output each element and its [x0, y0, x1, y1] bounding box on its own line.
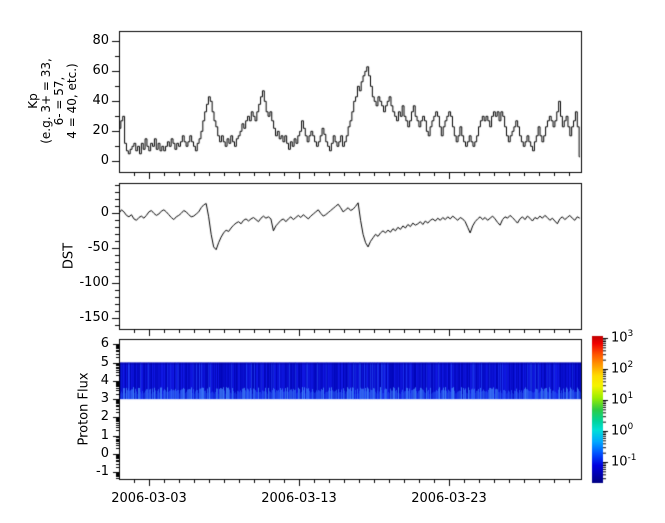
proton-ytick-label: 2 — [100, 409, 109, 425]
colorbar-tick-label: 10-1 — [611, 453, 637, 469]
colorbar-tick-base: 10 — [611, 423, 628, 439]
kp-ytick-label: 80 — [92, 33, 109, 49]
proton-ytick-label: 0 — [100, 446, 109, 461]
dst-plot-area — [119, 183, 581, 329]
colorbar-tick-exponent: 0 — [627, 422, 634, 432]
kp-ytick-label: 0 — [100, 153, 109, 169]
proton-ytick-label: 1 — [100, 427, 109, 443]
colorbar-tick-base: 10 — [611, 361, 628, 377]
colorbar-tick-base: 10 — [611, 330, 628, 346]
colorbar-tick-exponent: 3 — [627, 329, 634, 339]
x-date-label: 2006-03-13 — [261, 491, 337, 506]
dst-ytick-label: -100 — [79, 275, 109, 291]
x-date-label: 2006-03-03 — [111, 491, 187, 506]
colorbar-tick-exponent: 2 — [627, 360, 634, 370]
colorbar-tick-exponent: -1 — [627, 453, 637, 463]
dst-ytick-label: -150 — [79, 310, 109, 326]
colorbar-tick-label: 101 — [611, 391, 633, 407]
colorbar-tick-base: 10 — [611, 392, 628, 408]
proton-ytick-label: -1 — [96, 464, 109, 480]
colorbar-tick-label: 103 — [611, 329, 633, 345]
colorbar-tick-exponent: 1 — [627, 391, 634, 401]
x-date-label: 2006-03-23 — [411, 491, 487, 506]
proton-ytick-label: 4 — [100, 372, 109, 388]
colorbar-tick-label: 100 — [611, 422, 633, 438]
proton-flux-plot-area — [119, 339, 581, 479]
kp-ytick-label: 20 — [92, 123, 109, 139]
dst-ytick-label: -50 — [87, 240, 109, 256]
dst-ytick-label: 0 — [100, 205, 109, 221]
colorbar — [592, 336, 603, 483]
kp-ytick-label: 40 — [92, 93, 109, 109]
proton-ytick-label: 5 — [100, 354, 109, 370]
kp-plot-area — [119, 31, 581, 172]
kp-ytick-label: 60 — [92, 63, 109, 79]
colorbar-tick-label: 102 — [611, 360, 633, 376]
proton-ytick-label: 3 — [100, 391, 109, 407]
colorbar-tick-base: 10 — [611, 454, 628, 470]
proton-ytick-label: 6 — [100, 336, 109, 352]
